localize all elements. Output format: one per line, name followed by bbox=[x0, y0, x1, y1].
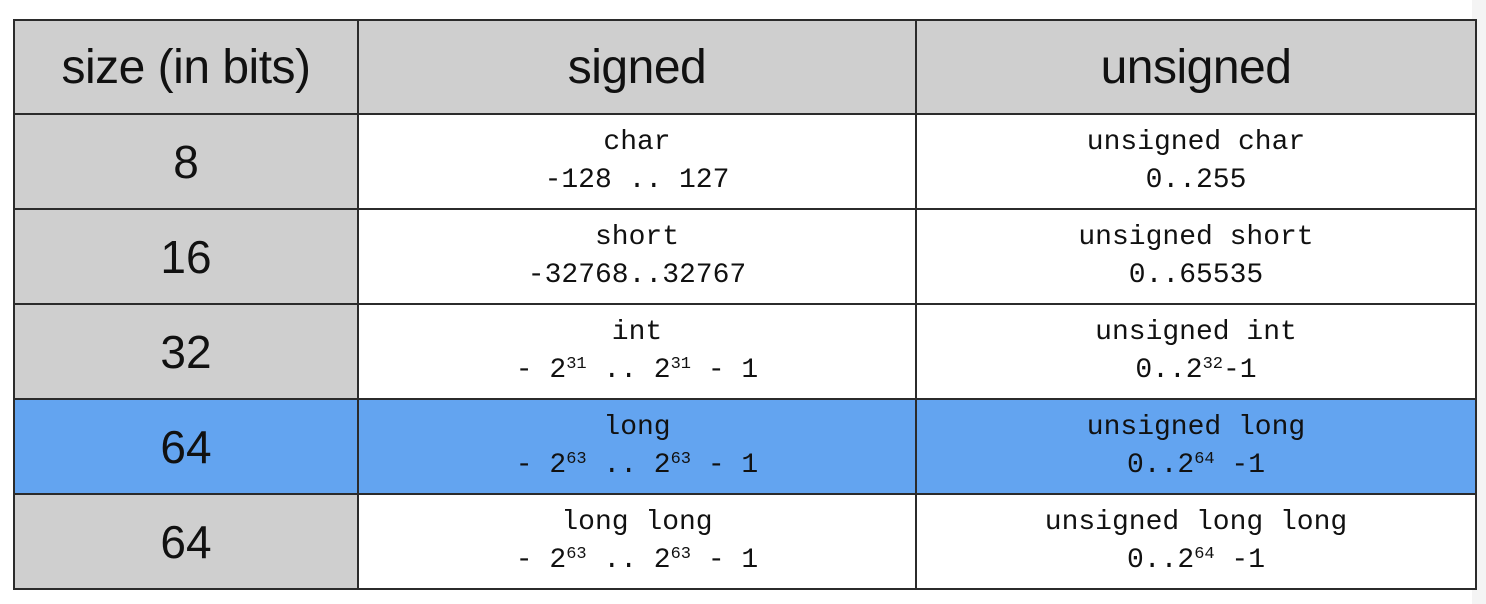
range-part: .. 2 bbox=[586, 354, 671, 386]
range-part: 0..2 bbox=[1135, 354, 1203, 386]
exponent: 32 bbox=[1202, 354, 1223, 374]
type-range: 0..255 bbox=[1145, 164, 1247, 196]
exponent: 64 bbox=[1194, 544, 1215, 564]
range-part: - 2 bbox=[515, 449, 567, 481]
unsigned-type-cell: unsigned int 0..232-1 bbox=[915, 303, 1477, 400]
size-cell: 64 bbox=[13, 493, 359, 590]
header-size: size (in bits) bbox=[13, 19, 359, 115]
unsigned-type-cell: unsigned long long 0..264 -1 bbox=[915, 493, 1477, 590]
table-row: 64 long long - 263 .. 263 - 1 unsigned l… bbox=[13, 493, 1477, 590]
range-part: - 1 bbox=[691, 354, 759, 386]
range-part: - 1 bbox=[691, 449, 759, 481]
range-part: .. 2 bbox=[586, 449, 671, 481]
type-name: unsigned char bbox=[1086, 126, 1306, 158]
range-part: -1 bbox=[1223, 354, 1257, 386]
range-part: - 2 bbox=[515, 544, 567, 576]
unsigned-type-cell: unsigned short 0..65535 bbox=[915, 208, 1477, 305]
type-range: 0..232-1 bbox=[917, 352, 1475, 390]
size-cell: 32 bbox=[13, 303, 359, 400]
signed-type-cell: short -32768..32767 bbox=[357, 208, 917, 305]
table-row: 16 short -32768..32767 unsigned short 0.… bbox=[13, 208, 1477, 305]
signed-type-cell: char -128 .. 127 bbox=[357, 113, 917, 210]
range-part: .. 2 bbox=[586, 544, 671, 576]
table-row: 32 int - 231 .. 231 - 1 unsigned int 0..… bbox=[13, 303, 1477, 400]
range-part: 0..2 bbox=[1126, 449, 1195, 481]
range-part: -1 bbox=[1214, 544, 1266, 576]
signed-type-cell: long - 263 .. 263 - 1 bbox=[357, 398, 917, 495]
type-range: - 263 .. 263 - 1 bbox=[359, 447, 915, 485]
type-range: 0..264 -1 bbox=[917, 447, 1475, 485]
header-row: size (in bits) signed unsigned bbox=[13, 19, 1477, 115]
type-range: - 263 .. 263 - 1 bbox=[359, 542, 915, 580]
unsigned-type-cell: unsigned char 0..255 bbox=[915, 113, 1477, 210]
type-range: - 231 .. 231 - 1 bbox=[359, 352, 915, 390]
size-cell: 64 bbox=[13, 398, 359, 495]
exponent: 63 bbox=[566, 449, 587, 469]
integer-types-table: size (in bits) signed unsigned 8 char -1… bbox=[13, 19, 1477, 590]
type-name: unsigned int bbox=[1095, 316, 1297, 348]
unsigned-type-cell: unsigned long 0..264 -1 bbox=[915, 398, 1477, 495]
table-row-highlighted: 64 long - 263 .. 263 - 1 unsigned long 0… bbox=[13, 398, 1477, 495]
exponent: 63 bbox=[566, 544, 587, 564]
header-signed: signed bbox=[357, 19, 917, 115]
type-name: short bbox=[594, 221, 679, 253]
header-unsigned: unsigned bbox=[915, 19, 1477, 115]
exponent: 31 bbox=[566, 354, 587, 374]
type-name: long bbox=[603, 411, 671, 443]
type-name: unsigned long long bbox=[1044, 506, 1348, 538]
type-range: 0..65535 bbox=[1128, 259, 1264, 291]
table-row: 8 char -128 .. 127 unsigned char 0..255 bbox=[13, 113, 1477, 210]
signed-type-cell: int - 231 .. 231 - 1 bbox=[357, 303, 917, 400]
exponent: 64 bbox=[1194, 449, 1215, 469]
size-cell: 16 bbox=[13, 208, 359, 305]
exponent: 31 bbox=[670, 354, 692, 374]
range-part: -1 bbox=[1214, 449, 1266, 481]
range-part: - 2 bbox=[515, 354, 567, 386]
exponent: 63 bbox=[670, 449, 692, 469]
type-range: -128 .. 127 bbox=[544, 164, 730, 196]
size-cell: 8 bbox=[13, 113, 359, 210]
type-name: long long bbox=[561, 506, 713, 538]
exponent: 63 bbox=[670, 544, 692, 564]
type-name: unsigned short bbox=[1078, 221, 1314, 253]
type-name: unsigned long bbox=[1086, 411, 1306, 443]
range-part: 0..2 bbox=[1126, 544, 1195, 576]
type-name: char bbox=[603, 126, 671, 158]
type-range: 0..264 -1 bbox=[917, 542, 1475, 580]
type-range: -32768..32767 bbox=[527, 259, 747, 291]
signed-type-cell: long long - 263 .. 263 - 1 bbox=[357, 493, 917, 590]
range-part: - 1 bbox=[691, 544, 759, 576]
type-name: int bbox=[611, 316, 663, 348]
